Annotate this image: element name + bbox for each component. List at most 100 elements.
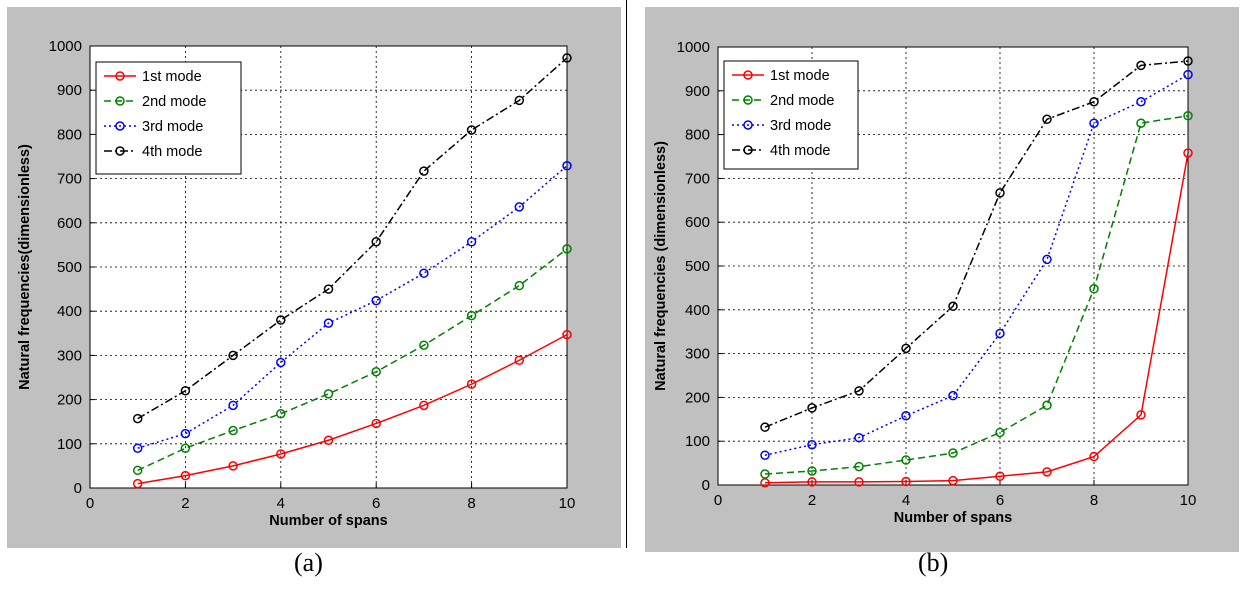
legend-1st-mode-label: 1st mode xyxy=(770,68,830,84)
series-4th-mode-line xyxy=(764,60,1189,428)
legend-4th-mode-marker xyxy=(743,145,753,155)
series-2nd-mode-point xyxy=(807,466,817,476)
series-3rd-mode-point xyxy=(371,295,381,306)
series-1st-mode-point xyxy=(180,470,191,481)
series-2nd-mode-point xyxy=(1042,400,1052,411)
panel-label-b: (b) xyxy=(918,548,949,577)
series-1st-mode-point xyxy=(323,435,334,446)
panel-divider xyxy=(626,0,627,548)
series-2nd-mode-point xyxy=(948,448,958,458)
series-4th-mode-point xyxy=(1042,114,1052,125)
series-1st-mode-point xyxy=(760,478,770,488)
y-tick-label: 900 xyxy=(685,83,710,100)
series-2nd-mode-point xyxy=(562,244,572,254)
y-tick-label: 500 xyxy=(57,259,82,276)
series-3rd-mode-point xyxy=(419,268,429,278)
chart-panel-a: 0 2 4 6 8 10 0 100 200 300 400 500 600 700 800 900 1000 N… xyxy=(7,7,621,548)
series-2nd-mode-point xyxy=(1183,111,1193,121)
legend-3rd-mode-marker xyxy=(115,121,125,131)
y-tick-label: 800 xyxy=(685,127,710,144)
series-1st-mode-point xyxy=(948,475,958,486)
series-4th-mode-point xyxy=(995,188,1005,198)
x-tick-label: 2 xyxy=(181,495,189,512)
series-3rd-mode-point xyxy=(1089,118,1099,128)
series-3rd-mode-point xyxy=(760,450,770,460)
series-4th-mode-point xyxy=(180,386,191,396)
series-4th-mode-point xyxy=(276,315,286,325)
series-4th-mode-point xyxy=(1183,56,1193,66)
series-2nd-mode-point xyxy=(854,461,864,472)
series-1st-mode-point xyxy=(995,471,1005,481)
x-tick-label: 0 xyxy=(86,495,94,512)
series-4th-mode-line xyxy=(137,57,568,420)
series-3rd-mode-point xyxy=(807,439,817,450)
x-tick-label: 10 xyxy=(559,495,576,512)
series-3rd-mode-point xyxy=(323,318,334,328)
y-axis-label: Natural frequencies(dimensionless) xyxy=(17,144,33,390)
series-3rd-mode-point xyxy=(180,428,191,439)
series-3rd-mode-point xyxy=(228,400,238,411)
series-3rd-mode-point xyxy=(1183,69,1193,80)
y-tick-label: 1000 xyxy=(49,38,82,55)
series-2nd-mode-line xyxy=(764,115,1189,475)
legend-2nd-mode-label: 2nd mode xyxy=(142,94,207,110)
legend-3rd-mode-marker xyxy=(743,120,753,130)
series-4th-mode-point xyxy=(760,422,770,432)
series-3rd-mode-point xyxy=(466,237,477,247)
y-tick-label: 700 xyxy=(685,170,710,187)
y-tick-label: 300 xyxy=(685,346,710,363)
y-tick-label: 0 xyxy=(702,477,710,494)
legend-1st-mode-label: 1st mode xyxy=(142,69,202,85)
series-1st-mode-point xyxy=(1042,467,1052,477)
series-2nd-mode-point xyxy=(901,455,911,465)
series-2nd-mode-point xyxy=(323,389,334,399)
x-tick-label: 2 xyxy=(808,492,816,509)
series-4th-mode-point xyxy=(807,403,817,413)
y-tick-label: 100 xyxy=(685,433,710,450)
x-tick-label: 6 xyxy=(372,495,380,512)
chart-a-svg: 0 2 4 6 8 1001002003004005006007008009001000N… xyxy=(17,38,576,529)
legend-1st-mode-marker xyxy=(743,70,753,80)
series-4th-mode-point xyxy=(419,166,429,176)
series-2nd-mode-point xyxy=(995,427,1005,438)
series-3rd-mode-line xyxy=(764,73,1189,456)
y-tick-label: 800 xyxy=(57,126,82,143)
series-1st-mode-point xyxy=(562,329,572,340)
y-tick-label: 100 xyxy=(57,436,82,453)
x-axis-label: Number of spans xyxy=(269,513,387,529)
legend-4th-mode-label: 4th mode xyxy=(770,143,830,159)
series-2nd-mode-point xyxy=(276,408,286,419)
x-tick-label: 6 xyxy=(996,492,1004,509)
series-1st-mode-point xyxy=(1136,410,1146,420)
y-tick-label: 0 xyxy=(74,480,82,497)
series-4th-mode-point xyxy=(854,386,864,396)
x-tick-label: 8 xyxy=(467,495,475,512)
series-2nd-mode-point xyxy=(466,310,477,321)
x-axis-label: Number of spans xyxy=(894,510,1012,526)
y-tick-label: 600 xyxy=(685,214,710,231)
series-4th-mode-point xyxy=(132,413,143,424)
y-tick-label: 400 xyxy=(57,303,82,320)
legend-4th-mode-label: 4th mode xyxy=(142,144,202,160)
series-3rd-mode-point xyxy=(995,328,1005,339)
y-tick-label: 700 xyxy=(57,171,82,188)
series-2nd-mode-point xyxy=(371,367,381,377)
x-tick-label: 10 xyxy=(1180,492,1197,509)
series-4th-mode-point xyxy=(1136,60,1146,71)
series-1st-mode-point xyxy=(276,449,286,459)
y-tick-label: 300 xyxy=(57,347,82,364)
legend-1st-mode-marker xyxy=(115,71,125,81)
series-3rd-mode-point xyxy=(1042,254,1052,265)
series-2nd-mode-line xyxy=(137,248,568,472)
series-4th-mode-point xyxy=(466,125,477,135)
series-2nd-mode-point xyxy=(514,280,525,291)
chart-b-svg: 0 2 4 6 8 1001002003004005006007008009001000N… xyxy=(653,39,1197,526)
series-4th-mode-point xyxy=(228,350,238,361)
legend-2nd-mode-label: 2nd mode xyxy=(770,93,835,109)
series-1st-mode-point xyxy=(419,400,429,411)
x-tick-label: 4 xyxy=(277,495,285,512)
y-axis-label: Natural frequencies (dimensionless) xyxy=(653,141,669,391)
series-2nd-mode-point xyxy=(132,465,143,476)
chart-panel-b: 0 2 4 6 8 10 0 100 200 300 400 500 600 700 800 900 1000 N… xyxy=(645,7,1239,552)
y-tick-label: 600 xyxy=(57,215,82,232)
